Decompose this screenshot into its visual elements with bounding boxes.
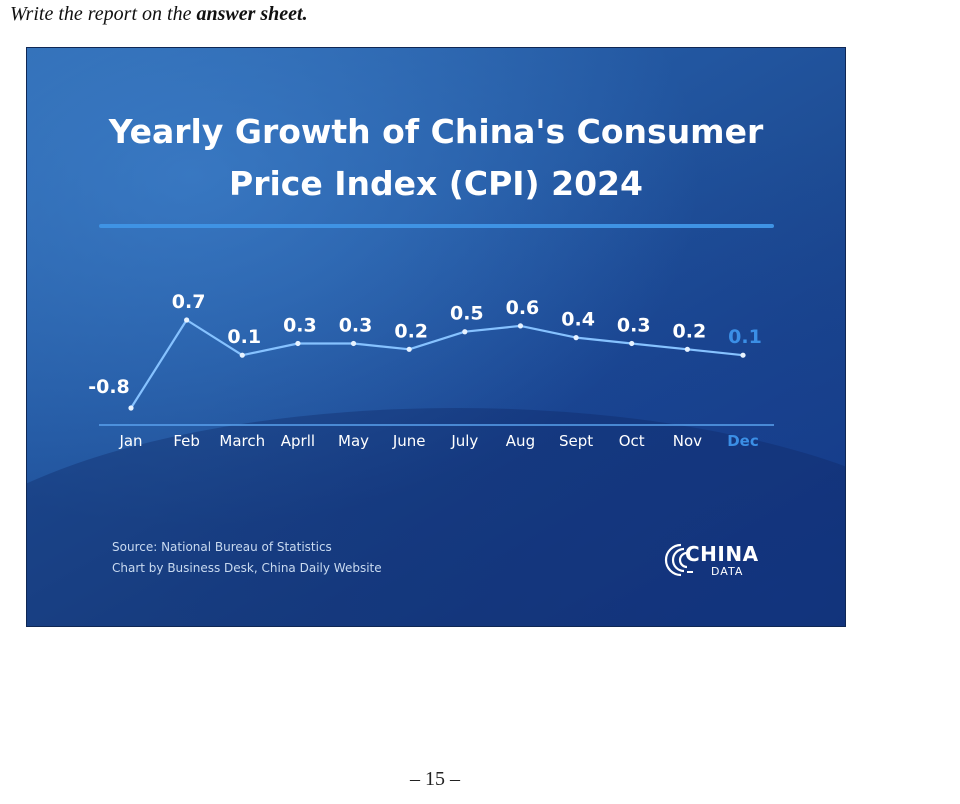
x-tick-label: Dec xyxy=(727,432,759,450)
data-label: 0.7 xyxy=(172,291,206,313)
x-tick-label: Sept xyxy=(559,432,593,450)
data-point xyxy=(629,340,635,347)
x-tick-label: July xyxy=(450,432,478,450)
data-point xyxy=(184,317,190,323)
data-point xyxy=(406,346,412,352)
x-tick-label: May xyxy=(338,432,369,450)
credit-line: Chart by Business Desk, China Daily Webs… xyxy=(112,561,382,575)
x-tick-label: Nov xyxy=(673,432,702,450)
broadcast-arcs-icon xyxy=(664,543,693,577)
data-label: 0.4 xyxy=(561,309,595,331)
data-point xyxy=(517,323,524,329)
instruction-emphasis: answer sheet. xyxy=(196,3,308,25)
x-tick-label: June xyxy=(392,432,426,450)
instruction-prefix: Write the report on the xyxy=(10,3,197,25)
page-number: – 15 – xyxy=(410,768,460,790)
title-divider xyxy=(99,224,774,228)
logo-subtitle: DATA xyxy=(711,565,744,578)
data-label: -0.8 xyxy=(88,376,130,398)
cpi-line-chart: -0.8 Jan 0.7 Feb 0.1 March 0.3 Aprll 0.3 May 0.2 Ju… xyxy=(88,291,774,450)
data-point xyxy=(740,352,746,358)
china-data-logo: CHINA DATA xyxy=(663,538,773,582)
x-tick-label: March xyxy=(219,432,265,450)
chart-title: Yearly Growth of China's Consumer Price … xyxy=(27,106,845,210)
background-shade xyxy=(27,408,845,626)
cpi-series-line xyxy=(130,318,744,409)
data-label: 0.6 xyxy=(506,297,540,319)
data-label: 0.1 xyxy=(728,326,762,348)
data-point xyxy=(295,340,301,347)
source-note: Source: National Bureau of Statistics Ch… xyxy=(112,537,382,579)
chart-photo: Yearly Growth of China's Consumer Price … xyxy=(27,48,845,626)
logo-name: CHINA xyxy=(685,542,759,566)
data-point xyxy=(684,346,690,352)
x-tick-label: Oct xyxy=(619,432,645,450)
x-tick-label: Feb xyxy=(173,432,200,450)
x-tick-label: Jan xyxy=(118,432,142,450)
source-line: Source: National Bureau of Statistics xyxy=(112,540,332,554)
chart-title-line-1: Yearly Growth of China's Consumer xyxy=(108,112,764,151)
data-label: 0.2 xyxy=(394,320,428,342)
data-point xyxy=(239,352,245,358)
data-label: 0.2 xyxy=(673,320,707,342)
data-label: 0.3 xyxy=(283,314,317,336)
data-point xyxy=(128,405,134,411)
data-point xyxy=(573,335,579,341)
data-point xyxy=(350,340,357,347)
data-label: 0.3 xyxy=(617,314,651,336)
x-tick-label: Aprll xyxy=(281,432,315,450)
chart-title-line-2: Price Index (CPI) 2024 xyxy=(229,164,643,203)
data-point xyxy=(462,329,468,335)
x-tick-label: Aug xyxy=(506,432,535,450)
instruction-text: Write the report on the answer sheet. xyxy=(10,3,308,26)
data-label: 0.5 xyxy=(450,303,484,325)
data-label: 0.1 xyxy=(227,326,261,348)
data-label: 0.3 xyxy=(339,314,373,336)
